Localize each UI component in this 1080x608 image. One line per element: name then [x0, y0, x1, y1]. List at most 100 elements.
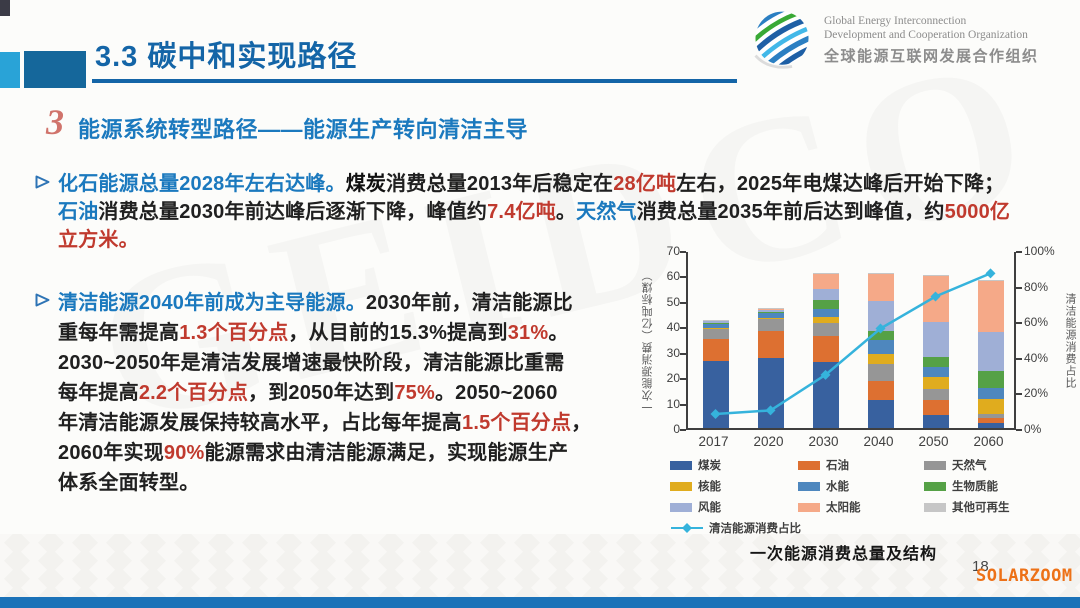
bar-segment — [702, 327, 729, 329]
text-segment: 。 — [555, 201, 577, 223]
stacked-bar-2060 — [977, 279, 1004, 428]
corner-notch — [0, 0, 10, 16]
legend-item: 石油 — [798, 457, 924, 473]
bar-segment — [702, 321, 729, 323]
bar-segment — [922, 399, 949, 415]
tick-mark — [1016, 429, 1022, 431]
stacked-bar-2020 — [757, 308, 784, 428]
tick-mark — [1016, 251, 1022, 253]
tick-mark — [1016, 393, 1022, 396]
chart-caption: 一次能源消费总量及结构 — [750, 546, 938, 563]
text-segment: 。2050~2060 — [434, 382, 558, 404]
tick-mark — [680, 251, 686, 253]
bar-segment — [922, 367, 949, 378]
bar-segment — [702, 323, 729, 328]
text-segment: 石油 — [58, 201, 99, 223]
legend-item: 煤炭 — [670, 457, 798, 473]
section-number: 3 — [46, 102, 64, 142]
legend-item: 其他可再生 — [924, 499, 1070, 515]
bar-segment — [702, 339, 729, 361]
bar-segment — [867, 340, 894, 354]
bar-segment — [702, 328, 729, 340]
text-segment: 1.3个百分点 — [179, 322, 289, 344]
bar-segment — [812, 335, 839, 363]
legend-swatch — [924, 502, 946, 512]
text-segment: 1.5个百分点 — [462, 412, 572, 434]
bar-segment — [812, 273, 839, 275]
decorative-blue-square — [24, 51, 86, 88]
line-marker — [765, 405, 776, 416]
tick-mark — [1016, 357, 1022, 360]
bar-segment — [867, 274, 894, 302]
legend-item: 太阳能 — [798, 499, 924, 515]
tick-mark — [1016, 286, 1022, 289]
logo-text: Global Energy Interconnection Developmen… — [824, 8, 1039, 66]
legend-item: 天然气 — [924, 457, 1070, 473]
legend-swatch — [798, 481, 820, 491]
bar-segment — [757, 313, 784, 318]
text-segment: 体系全面转型。 — [58, 472, 200, 494]
text-segment: 2030年前，清洁能源比 — [365, 292, 573, 314]
text-segment: 消费总量2030年前达峰后逐渐下降，峰值约 — [98, 201, 488, 223]
bar-segment — [977, 279, 1004, 282]
legend-label: 水能 — [826, 481, 849, 493]
legend-line-item: 清洁能源消费占比 — [670, 520, 924, 536]
bottom-blue-bar — [0, 597, 1080, 608]
line-marker — [930, 291, 941, 302]
bar-segment — [702, 322, 729, 324]
bar-segment — [977, 398, 1004, 415]
bar-segment — [922, 357, 949, 368]
bar-segment — [812, 317, 839, 324]
legend-label: 石油 — [826, 460, 849, 472]
bar-segment — [867, 380, 894, 400]
bar-segment — [977, 281, 1004, 332]
text-segment: 2030~2050年是清洁发展增速最快阶段，清洁能源比重需 — [58, 352, 565, 374]
legend-swatch — [924, 481, 946, 491]
bottom-texture — [0, 534, 1080, 598]
y-tick-left: 0 — [673, 422, 680, 436]
decorative-cyan-square — [0, 52, 20, 88]
line-marker — [985, 268, 996, 279]
bar-segment — [867, 272, 894, 275]
text-segment: 31% — [507, 322, 549, 344]
text-segment: ，从目前的15.3%提高到 — [288, 322, 508, 344]
text-segment: 90% — [163, 442, 205, 464]
bar-segment — [867, 399, 894, 428]
y-tick-left: 60 — [666, 269, 680, 284]
organization-logo: Global Energy Interconnection Developmen… — [750, 8, 1039, 72]
text-segment: 75% — [394, 382, 435, 404]
page-title: 3.3 碳中和实现路径 — [95, 41, 358, 73]
bar-segment — [922, 274, 949, 276]
text-segment: 左右，2025年电煤达峰后开始下降； — [676, 173, 1005, 195]
text-segment: 消费总量2035年前后达到峰值，约 — [636, 201, 945, 223]
y-tick-left: 10 — [666, 396, 680, 411]
legend-swatch — [670, 502, 692, 512]
bar-segment — [977, 414, 1004, 419]
bar-segment — [812, 323, 839, 336]
logo-line1: Global Energy Interconnection — [824, 15, 967, 27]
x-axis-labels: 2017 2020 2030 2040 2050 2060 — [686, 434, 1016, 449]
legend-label: 煤炭 — [698, 460, 721, 472]
legend-label: 核能 — [698, 481, 721, 493]
bar-segment — [867, 363, 894, 381]
legend-line-icon — [671, 523, 703, 533]
bar-segment — [757, 311, 784, 314]
y-tick-right: 40% — [1024, 350, 1049, 365]
section-heading: 3 能源系统转型路径——能源生产转向清洁主导 — [46, 104, 528, 144]
arrow-bullet-icon — [34, 170, 58, 254]
section-title: 能源系统转型路径——能源生产转向清洁主导 — [78, 117, 529, 142]
legend-label: 太阳能 — [826, 502, 861, 514]
legend-swatch — [798, 502, 820, 512]
bar-segment — [812, 300, 839, 310]
bar-segment — [977, 371, 1004, 388]
legend-swatch — [670, 460, 692, 470]
bar-segment — [757, 309, 784, 312]
y-tick-right: 20% — [1024, 386, 1049, 401]
legend-swatch — [924, 460, 946, 470]
chart-plot — [686, 252, 1016, 430]
x-tick-label: 2017 — [698, 434, 729, 449]
left-axis-ticks: 0 10 20 30 40 50 60 70 — [656, 245, 686, 435]
legend-swatch — [798, 460, 820, 470]
legend-item: 核能 — [670, 478, 798, 494]
